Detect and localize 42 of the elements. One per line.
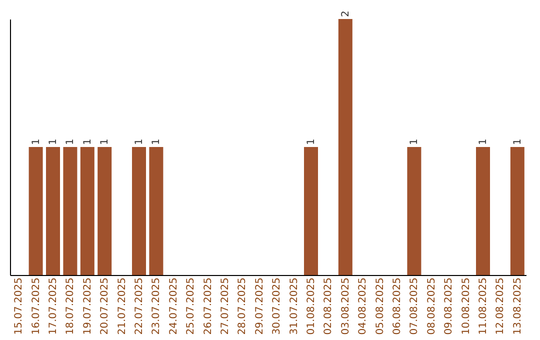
x-tick-label: 04.08.2025 xyxy=(358,278,369,335)
data-label: 1 xyxy=(134,138,145,145)
x-tick-label: 18.07.2025 xyxy=(65,278,76,335)
x-tick-label: 24.07.2025 xyxy=(168,278,180,335)
x-tick-label: 11.08.2025 xyxy=(478,278,489,335)
data-label: 1 xyxy=(100,138,111,145)
x-tick-label: 02.08.2025 xyxy=(323,278,334,335)
x-tick-label: 22.07.2025 xyxy=(134,278,145,335)
x-tick-label: 28.07.2025 xyxy=(237,278,248,335)
data-label: 1 xyxy=(30,138,42,145)
x-tick-label: 30.07.2025 xyxy=(272,278,283,335)
x-tick-label: 21.07.2025 xyxy=(116,278,128,335)
x-tick-label: 29.07.2025 xyxy=(254,278,266,335)
data-label: 1 xyxy=(512,138,524,145)
x-tick-label: 19.07.2025 xyxy=(82,278,94,335)
x-tick-label: 07.08.2025 xyxy=(409,278,420,335)
x-tick-label: 31.07.2025 xyxy=(288,278,300,335)
x-tick-label: 09.08.2025 xyxy=(444,278,455,335)
x-tick-label: 25.07.2025 xyxy=(186,278,197,335)
x-tick-label: 05.08.2025 xyxy=(374,278,386,335)
x-tick-label: 01.08.2025 xyxy=(306,278,317,335)
x-tick-label: 17.07.2025 xyxy=(48,278,59,335)
x-tick-label: 20.07.2025 xyxy=(100,278,111,335)
data-label: 1 xyxy=(151,138,162,145)
data-label: 1 xyxy=(306,138,317,145)
data-label: 1 xyxy=(48,138,59,145)
x-tick-label: 13.08.2025 xyxy=(512,278,524,335)
x-tick-label: 06.08.2025 xyxy=(392,278,403,335)
x-tick-label: 08.08.2025 xyxy=(426,278,438,335)
data-label: 1 xyxy=(82,138,94,145)
x-tick-label: 15.07.2025 xyxy=(14,278,25,335)
x-tick-label: 10.08.2025 xyxy=(460,278,472,335)
x-tick-label: 16.07.2025 xyxy=(30,278,42,335)
data-label: 1 xyxy=(409,138,420,145)
data-label: 1 xyxy=(65,138,76,145)
x-tick-label: 27.07.2025 xyxy=(220,278,231,335)
x-tick-label: 23.07.2025 xyxy=(151,278,162,335)
data-label: 2 xyxy=(340,10,352,17)
x-tick-label: 03.08.2025 xyxy=(340,278,352,335)
data-label: 1 xyxy=(478,138,489,145)
x-tick-label: 26.07.2025 xyxy=(202,278,214,335)
x-tick-label: 12.08.2025 xyxy=(495,278,506,335)
